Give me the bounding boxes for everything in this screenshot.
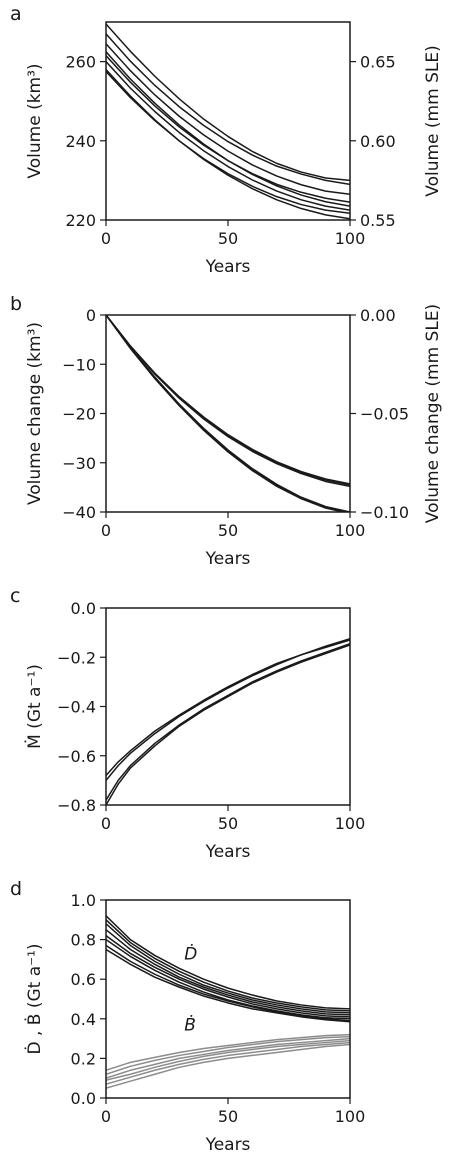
y-right-tick-label: −0.05 [360, 405, 409, 424]
y-tick-label: −40 [62, 503, 96, 522]
y-tick-label: 220 [65, 211, 96, 230]
x-axis-label: Years [205, 842, 251, 862]
y-tick-label: −0.6 [57, 747, 96, 766]
y-axis-label: Ḋ , Ḃ (Gt a⁻¹) [24, 943, 45, 1054]
y-tick-label: −10 [62, 355, 96, 374]
annotation-d-dot: Ḋ [184, 943, 197, 964]
series-3 [106, 643, 350, 801]
y-right-axis-label: Volume change (mm SLE) [423, 304, 443, 523]
series-6 [106, 61, 350, 211]
panel-letter-b: b [10, 293, 22, 315]
series-B-11 [106, 1037, 350, 1079]
series-6 [106, 315, 347, 512]
y-tick-label: −30 [62, 454, 96, 473]
series-B-12 [106, 1039, 350, 1081]
series-D-5 [106, 935, 350, 1018]
series-group [106, 315, 350, 512]
x-tick-label: 100 [335, 229, 366, 248]
panel-d: 0 50 100 0.0 0.2 0.4 0.6 0.8 1.0 Years Ḋ , Ḃ (Gt a… [24, 891, 365, 1155]
x-tick-label: 0 [101, 814, 111, 833]
x-tick-label: 50 [218, 229, 238, 248]
panel-b: 0 50 100 0 −10 −20 −30 −40 0.00 −0.05 −0.10 Years Vo… [25, 304, 443, 569]
panel-letter-a: a [10, 3, 22, 25]
y-right-tick-label: 0.00 [360, 306, 396, 325]
y-tick-label: −0.4 [57, 698, 96, 717]
plot-frame [105, 21, 351, 221]
panel-c: 0 50 100 0.0 −0.2 −0.4 −0.6 −0.8 Years Ṁ (Gt a⁻¹) [24, 599, 365, 862]
series-2 [106, 33, 350, 186]
x-tick-label: 100 [335, 814, 366, 833]
series-3 [106, 315, 350, 488]
series-7 [106, 69, 350, 220]
series-B-9 [106, 1033, 350, 1071]
series-5 [106, 55, 350, 203]
series-D-7 [106, 944, 350, 1022]
series-group [106, 23, 350, 220]
plot-frame [105, 607, 351, 806]
series-group [106, 915, 350, 1089]
series-D-4 [106, 929, 350, 1016]
series-2 [106, 639, 350, 781]
y-right-tick-label: 0.60 [360, 132, 396, 151]
series-4 [106, 315, 350, 512]
y-tick-label: −0.8 [57, 796, 96, 815]
panel-a: 0 50 100 220 240 260 0.55 0.60 0.65 Years Volume (… [25, 21, 443, 277]
y-right-tick-label: 0.65 [360, 53, 396, 72]
x-tick-label: 50 [218, 814, 238, 833]
y-tick-label: 0.2 [71, 1049, 96, 1068]
y-tick-label: 240 [65, 132, 96, 151]
series-B-13 [106, 1041, 350, 1085]
x-tick-label: 100 [335, 1107, 366, 1126]
series-B-14 [106, 1043, 350, 1089]
series-4 [106, 644, 350, 805]
y-axis-label: Volume (km³) [25, 63, 45, 178]
y-tick-label: 0.4 [71, 1010, 96, 1029]
series-1 [106, 23, 350, 182]
x-axis-label: Years [205, 1135, 251, 1155]
plot-frame [105, 314, 351, 513]
y-tick-label: 260 [65, 53, 96, 72]
annotation-b-dot: Ḃ [184, 1015, 196, 1036]
panel-letter-c: c [10, 585, 20, 607]
y-tick-label: 0.6 [71, 970, 96, 989]
y-tick-label: 0 [86, 306, 96, 325]
x-tick-label: 100 [335, 521, 366, 540]
series-B-10 [106, 1035, 350, 1075]
y-right-axis-label: Volume (mm SLE) [423, 45, 443, 196]
y-right-tick-label: −0.10 [360, 503, 409, 522]
series-4 [106, 51, 350, 207]
x-tick-label: 0 [101, 521, 111, 540]
x-axis-label: Years [205, 257, 251, 277]
series-D-2 [106, 919, 350, 1012]
series-8 [106, 70, 350, 215]
series-D-8 [106, 948, 350, 1023]
y-right-tick-label: 0.55 [360, 211, 396, 230]
y-tick-label: 0.0 [71, 1089, 96, 1108]
series-D-1 [106, 915, 350, 1010]
x-axis-label: Years [205, 549, 251, 569]
series-D-3 [106, 923, 350, 1014]
y-tick-label: −20 [62, 405, 96, 424]
series-D-6 [106, 938, 350, 1020]
x-tick-label: 50 [218, 1107, 238, 1126]
y-tick-label: 0.8 [71, 931, 96, 950]
series-2 [106, 315, 350, 486]
series-group [106, 638, 350, 805]
y-axis-label: Ṁ (Gt a⁻¹) [24, 664, 45, 749]
x-tick-label: 0 [101, 229, 111, 248]
series-1 [106, 315, 350, 485]
series-3 [106, 43, 350, 196]
x-tick-label: 50 [218, 521, 238, 540]
panel-letter-d: d [10, 878, 22, 900]
series-5 [106, 315, 350, 512]
y-tick-label: −0.2 [57, 648, 96, 667]
x-tick-label: 0 [101, 1107, 111, 1126]
y-axis-label: Volume change (km³) [25, 322, 45, 505]
y-tick-label: 1.0 [71, 891, 96, 910]
y-tick-label: 0.0 [71, 599, 96, 618]
plot-frame [105, 899, 351, 1099]
